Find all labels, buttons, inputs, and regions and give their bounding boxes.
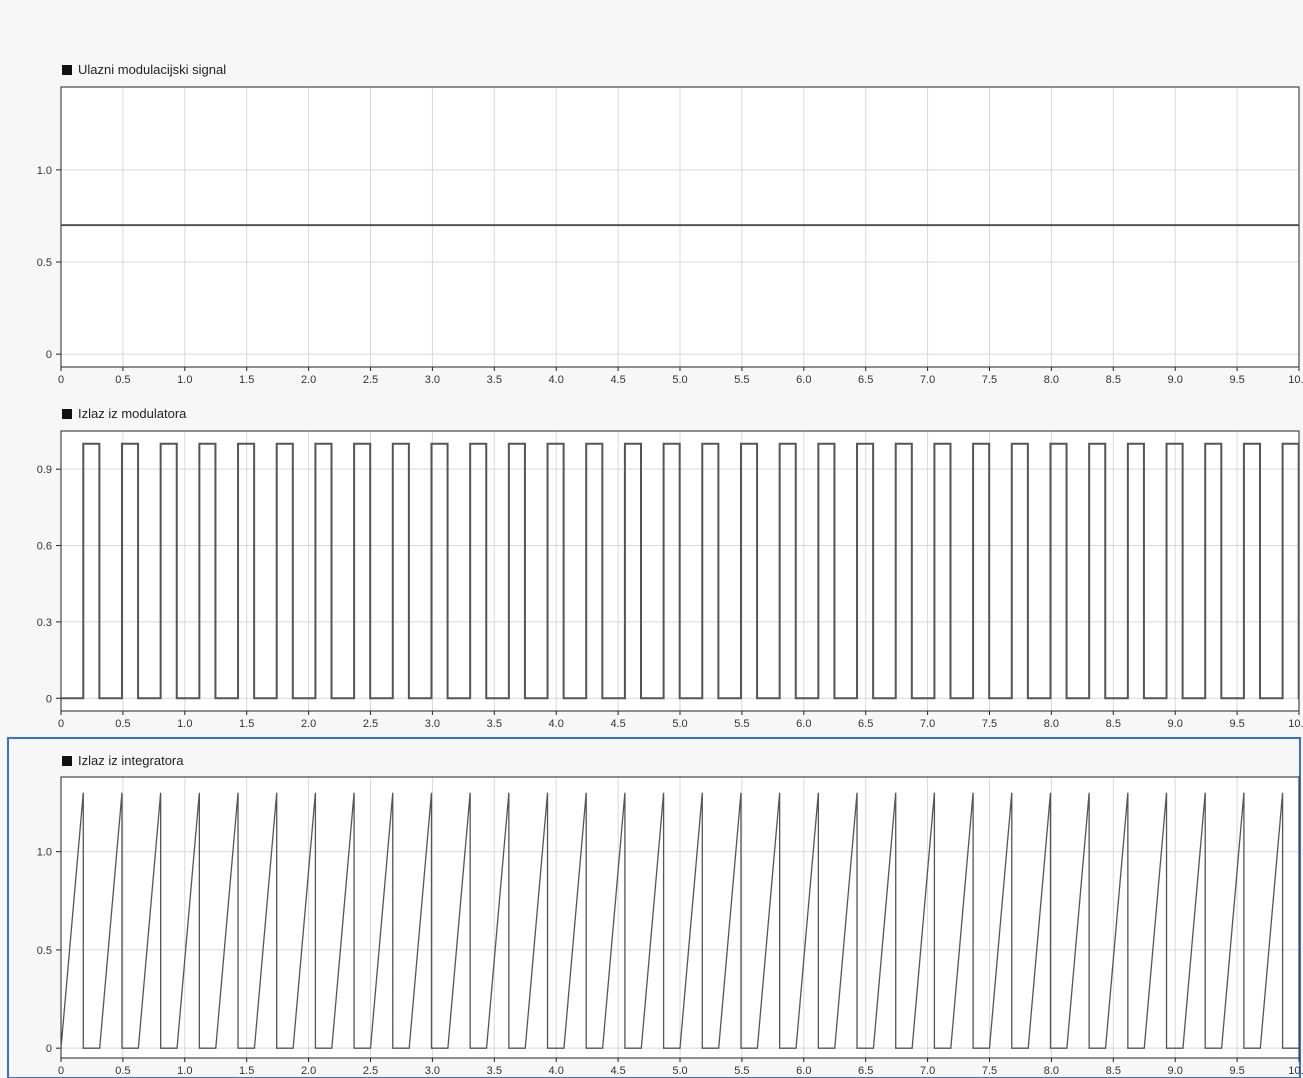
panel-title-text: Izlaz iz integratora xyxy=(78,753,184,768)
x-tick-label: 9.0 xyxy=(1168,374,1183,386)
y-tick-label: 0.9 xyxy=(37,464,52,476)
plot-panel-integrator-output[interactable]: Izlaz iz integratora 0 0.5 1.0 1.5 2.0 2.5 3.0… xyxy=(7,737,1303,1078)
plot-area: 0 0.5 1.0 1.5 2.0 2.5 3.0 3.5 4.0 4.5 5.0 5.5 6.0 6.5… xyxy=(37,776,1303,1077)
panel-title-text: Izlaz iz modulatora xyxy=(78,406,187,421)
y-tick-label: 0 xyxy=(46,693,52,705)
x-tick-label: 5.5 xyxy=(734,374,749,386)
x-tick-label: 7.0 xyxy=(920,718,935,730)
plot-panel-input-signal[interactable]: Ulazni modulacijski signal 0 0.5 1.0 1.5 2.0… xyxy=(8,62,1303,392)
x-tick-label: 0 xyxy=(58,374,64,386)
y-tick-label: 0 xyxy=(46,349,52,361)
x-tick-label: 6.5 xyxy=(858,374,873,386)
plot-area: 0 0.5 1.0 1.5 2.0 2.5 3.0 3.5 4.0 4.5 5.0 5.5 6.0 6.5… xyxy=(37,430,1303,730)
x-tick-label: 5.0 xyxy=(672,374,687,386)
x-tick-label: 10.0 xyxy=(1288,374,1303,386)
x-tick-label: 8.5 xyxy=(1106,718,1121,730)
plot-frame xyxy=(60,86,1300,368)
x-tick-label: 4.5 xyxy=(610,718,625,730)
y-tick-label: 0.5 xyxy=(37,257,52,269)
y-tick-label: 0 xyxy=(46,1043,52,1055)
x-tick-label: 9.5 xyxy=(1229,1065,1244,1077)
x-tick-label: 2.5 xyxy=(363,374,378,386)
x-tick-label: 3.5 xyxy=(487,1065,502,1077)
x-tick-label: 7.5 xyxy=(982,374,997,386)
x-tick-label: 8.0 xyxy=(1044,374,1059,386)
y-tick-label: 0.3 xyxy=(37,617,52,629)
x-tick-label: 10.0 xyxy=(1288,718,1303,730)
x-tick-label: 5.5 xyxy=(734,1065,749,1077)
x-tick-label: 9.0 xyxy=(1168,1065,1183,1077)
x-tick-label: 9.5 xyxy=(1229,374,1244,386)
plot-area: 0 0.5 1.0 1.5 2.0 2.5 3.0 3.5 4.0 4.5 5.0 5.5 6.0 6.5… xyxy=(37,86,1303,386)
x-tick-label: 0.5 xyxy=(115,374,130,386)
y-tick-label: 1.0 xyxy=(37,165,52,177)
plot-frame xyxy=(60,776,1300,1059)
panel-title-text: Ulazni modulacijski signal xyxy=(78,62,227,77)
x-tick-label: 1.0 xyxy=(177,374,192,386)
x-tick-label: 0 xyxy=(58,718,64,730)
panel-title: Ulazni modulacijski signal xyxy=(62,62,226,77)
x-tick-label: 3.5 xyxy=(487,374,502,386)
x-tick-label: 6.5 xyxy=(858,718,873,730)
x-tick-label: 4.0 xyxy=(549,718,564,730)
x-tick-label: 8.5 xyxy=(1106,374,1121,386)
y-tick-label: 1.0 xyxy=(37,847,52,859)
plot-panel-modulator-output[interactable]: Izlaz iz modulatora 0 0.5 1.0 1.5 2.0 2.5 3.0 3… xyxy=(8,406,1303,736)
signal-line xyxy=(61,442,1300,700)
legend-square-icon xyxy=(62,755,72,766)
x-tick-label: 6.5 xyxy=(858,1065,873,1077)
legend-square-icon xyxy=(62,408,72,419)
x-tick-label: 7.5 xyxy=(982,718,997,730)
y-tick-label: 0.5 xyxy=(37,945,52,957)
x-tick-label: 5.0 xyxy=(672,1065,687,1077)
x-tick-label: 10.0 xyxy=(1288,1065,1303,1077)
panel-title: Izlaz iz integratora xyxy=(62,753,184,768)
x-tick-label: 0 xyxy=(58,1065,64,1077)
x-tick-label: 8.5 xyxy=(1106,1065,1121,1077)
x-tick-label: 9.5 xyxy=(1229,718,1244,730)
panel-title: Izlaz iz modulatora xyxy=(62,406,186,421)
x-tick-label: 1.5 xyxy=(239,718,254,730)
x-tick-label: 6.0 xyxy=(796,374,811,386)
x-tick-label: 2.5 xyxy=(363,1065,378,1077)
x-tick-label: 3.5 xyxy=(487,718,502,730)
x-tick-label: 4.0 xyxy=(549,1065,564,1077)
x-tick-label: 3.0 xyxy=(425,718,440,730)
x-tick-label: 7.0 xyxy=(920,374,935,386)
signal-line xyxy=(60,792,1299,1049)
x-tick-label: 2.0 xyxy=(301,374,316,386)
y-tick-label: 0.6 xyxy=(37,541,52,553)
x-tick-label: 0.5 xyxy=(115,1065,130,1077)
x-tick-label: 1.5 xyxy=(239,374,254,386)
x-tick-label: 2.5 xyxy=(363,718,378,730)
x-tick-label: 1.0 xyxy=(177,718,192,730)
x-tick-label: 7.0 xyxy=(920,1065,935,1077)
x-tick-label: 5.5 xyxy=(734,718,749,730)
x-tick-label: 7.5 xyxy=(982,1065,997,1077)
x-tick-label: 5.0 xyxy=(672,718,687,730)
x-tick-label: 6.0 xyxy=(796,1065,811,1077)
x-tick-label: 1.0 xyxy=(177,1065,192,1077)
legend-square-icon xyxy=(62,64,72,75)
x-tick-label: 4.5 xyxy=(610,1065,625,1077)
x-tick-label: 9.0 xyxy=(1168,718,1183,730)
x-tick-label: 8.0 xyxy=(1044,1065,1059,1077)
x-tick-label: 3.0 xyxy=(425,374,440,386)
x-tick-label: 2.0 xyxy=(301,718,316,730)
x-tick-label: 2.0 xyxy=(301,1065,316,1077)
x-tick-label: 0.5 xyxy=(115,718,130,730)
x-tick-label: 8.0 xyxy=(1044,718,1059,730)
x-tick-label: 6.0 xyxy=(796,718,811,730)
x-tick-label: 4.5 xyxy=(610,374,625,386)
x-tick-label: 4.0 xyxy=(549,374,564,386)
x-tick-label: 1.5 xyxy=(239,1065,254,1077)
x-tick-label: 3.0 xyxy=(425,1065,440,1077)
